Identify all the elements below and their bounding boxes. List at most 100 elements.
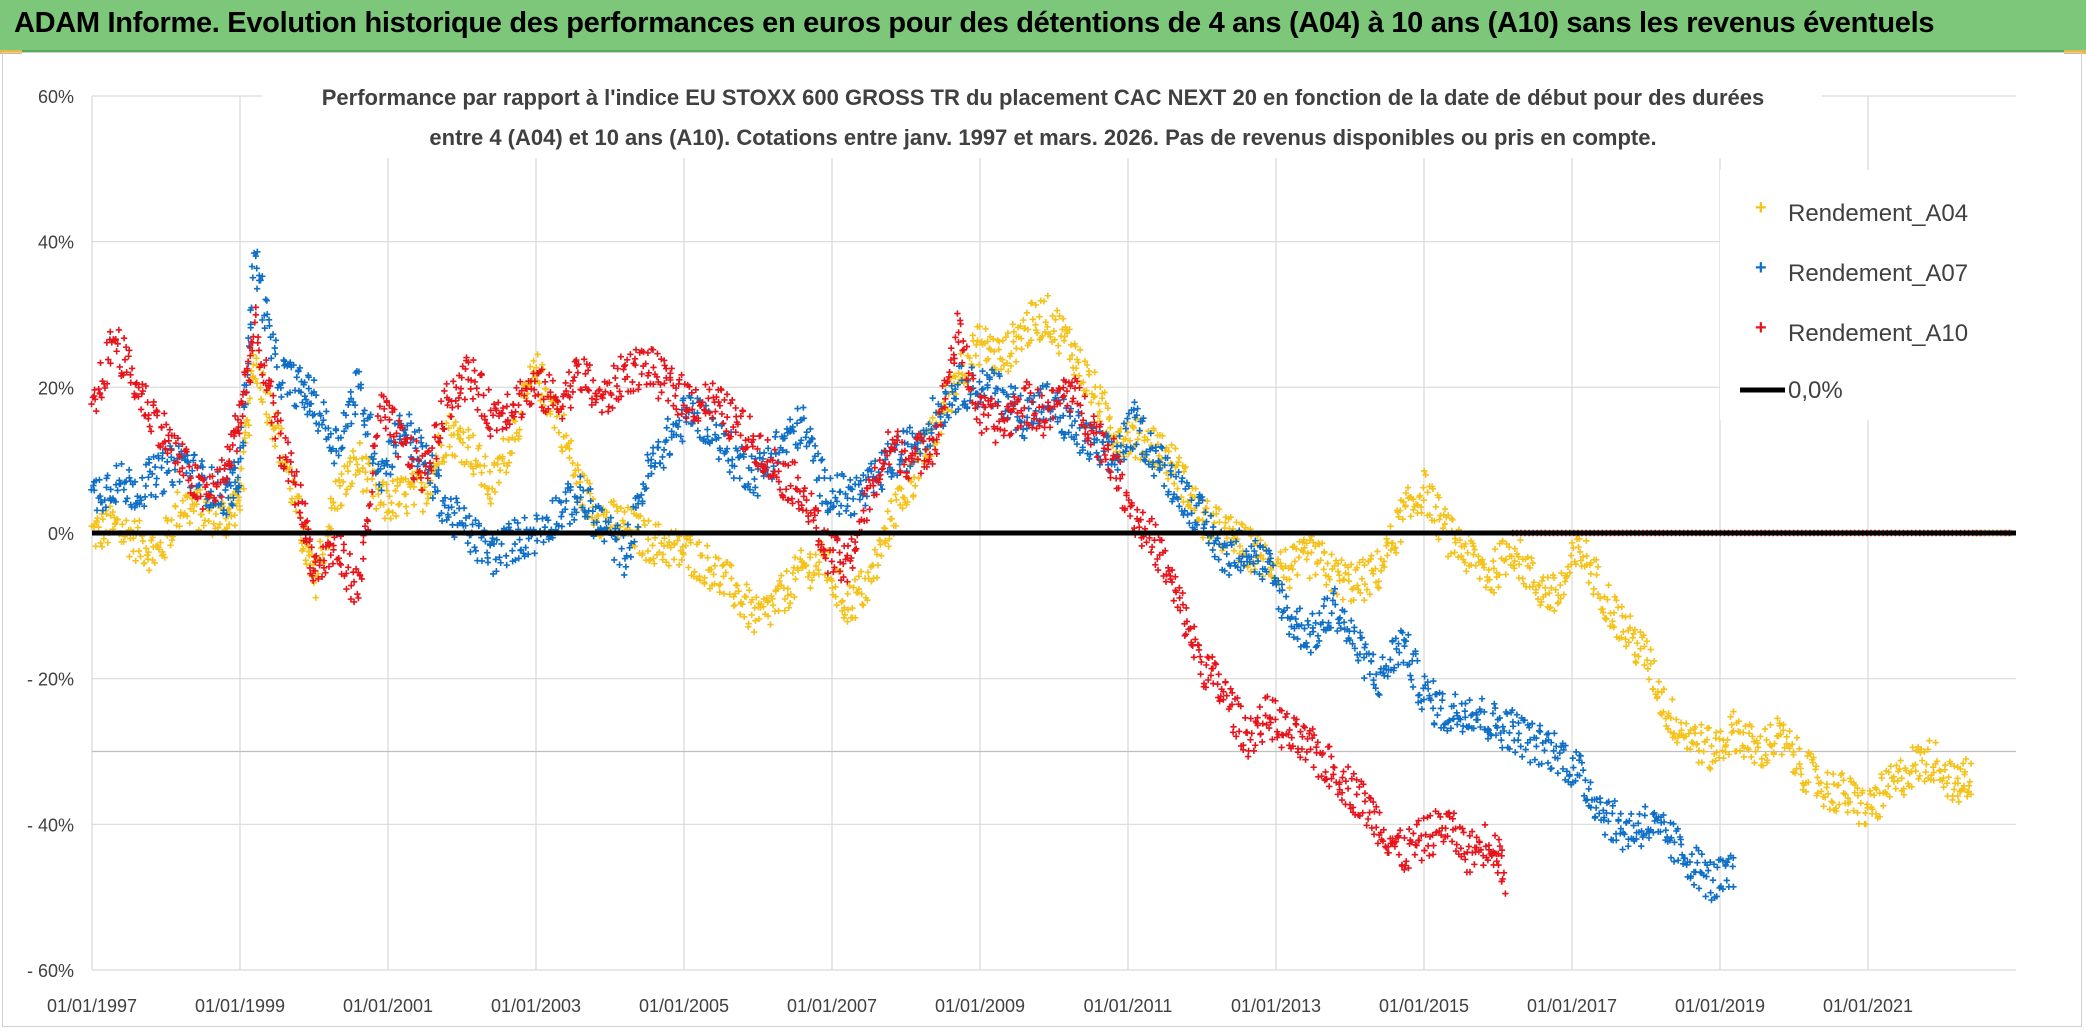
point-a04 — [1148, 442, 1155, 449]
point-a04 — [1358, 575, 1366, 583]
point-a07 — [979, 367, 986, 375]
point-a07 — [1429, 705, 1437, 712]
point-a07 — [1301, 625, 1308, 632]
point-a10 — [608, 391, 615, 399]
point-a07 — [406, 411, 413, 418]
point-a04 — [1039, 332, 1046, 340]
point-a10 — [295, 500, 302, 507]
point-a07 — [1240, 562, 1247, 569]
point-a04 — [496, 467, 504, 474]
point-a04 — [478, 481, 485, 489]
point-a07 — [171, 466, 179, 473]
point-a10 — [139, 387, 147, 395]
point-a07 — [830, 502, 837, 510]
point-a04 — [1567, 552, 1575, 559]
point-a10 — [176, 454, 184, 461]
point-a07 — [375, 461, 382, 468]
point-a07 — [1576, 772, 1583, 779]
point-a04 — [174, 489, 181, 496]
point-a10 — [212, 497, 219, 505]
point-a10 — [1229, 689, 1236, 697]
point-a10 — [638, 370, 645, 378]
point-a07 — [348, 420, 355, 427]
point-a04 — [1748, 723, 1755, 730]
point-a07 — [809, 457, 817, 464]
point-a07 — [301, 379, 308, 386]
point-a10 — [1235, 728, 1243, 735]
point-a10 — [263, 356, 270, 364]
point-a10 — [164, 450, 171, 457]
point-a10 — [374, 412, 382, 420]
point-a10 — [1205, 676, 1212, 684]
point-a04 — [145, 567, 153, 574]
point-a10 — [1172, 588, 1180, 596]
point-a10 — [239, 391, 247, 398]
point-a07 — [1005, 393, 1012, 400]
point-a04 — [1844, 795, 1852, 802]
point-a07 — [471, 544, 478, 551]
point-a10 — [997, 426, 1004, 433]
point-a10 — [1212, 661, 1220, 668]
point-a10 — [1264, 693, 1271, 700]
point-a10 — [1465, 843, 1473, 850]
point-a10 — [861, 490, 868, 497]
point-a10 — [259, 371, 266, 379]
point-a10 — [1363, 822, 1370, 829]
point-a04 — [212, 510, 220, 518]
point-a07 — [1521, 716, 1528, 724]
point-a07 — [415, 426, 423, 434]
point-a04 — [1475, 553, 1482, 560]
point-a07 — [1395, 661, 1402, 668]
point-a10 — [1179, 589, 1186, 597]
point-a10 — [1104, 446, 1112, 453]
point-a07 — [139, 474, 146, 482]
point-a04 — [193, 500, 200, 508]
point-a04 — [892, 491, 899, 498]
point-a04 — [1964, 788, 1971, 796]
point-a10 — [1371, 808, 1378, 815]
point-a10 — [274, 409, 282, 417]
point-a07 — [257, 277, 264, 284]
point-a04 — [1044, 292, 1051, 299]
point-a04 — [392, 487, 399, 495]
point-a04 — [1328, 551, 1335, 558]
point-a10 — [399, 425, 406, 432]
point-a04 — [1010, 338, 1017, 345]
point-a04 — [852, 614, 859, 621]
point-a07 — [340, 427, 348, 435]
point-a10 — [218, 456, 226, 464]
point-a10 — [1102, 456, 1110, 463]
point-a10 — [1131, 524, 1138, 532]
point-a04 — [1029, 316, 1037, 323]
point-a10 — [1288, 734, 1295, 741]
point-a04 — [755, 615, 763, 623]
point-a07 — [1337, 624, 1344, 632]
point-a10 — [976, 419, 984, 426]
point-a07 — [1251, 568, 1258, 576]
point-a10 — [661, 362, 668, 369]
point-a10 — [672, 392, 679, 400]
point-a07 — [1143, 451, 1150, 458]
point-a04 — [1740, 729, 1747, 736]
point-a04 — [356, 468, 363, 475]
point-a07 — [921, 431, 928, 438]
point-a04 — [1227, 514, 1234, 521]
point-a07 — [367, 411, 374, 418]
point-a04 — [144, 555, 152, 563]
point-a10 — [933, 450, 941, 458]
point-a04 — [769, 595, 776, 602]
point-a10 — [88, 400, 95, 408]
point-a04 — [696, 573, 703, 580]
point-a10 — [775, 478, 783, 485]
point-a10 — [1328, 775, 1335, 782]
point-a04 — [445, 424, 452, 432]
point-a04 — [1722, 741, 1730, 749]
point-a07 — [1160, 482, 1168, 490]
point-a04 — [1366, 591, 1374, 598]
point-a07 — [1670, 858, 1678, 865]
point-a07 — [568, 511, 576, 518]
point-a04 — [1685, 730, 1693, 737]
point-a10 — [251, 319, 259, 326]
point-a10 — [186, 463, 193, 470]
point-a10 — [814, 507, 822, 515]
